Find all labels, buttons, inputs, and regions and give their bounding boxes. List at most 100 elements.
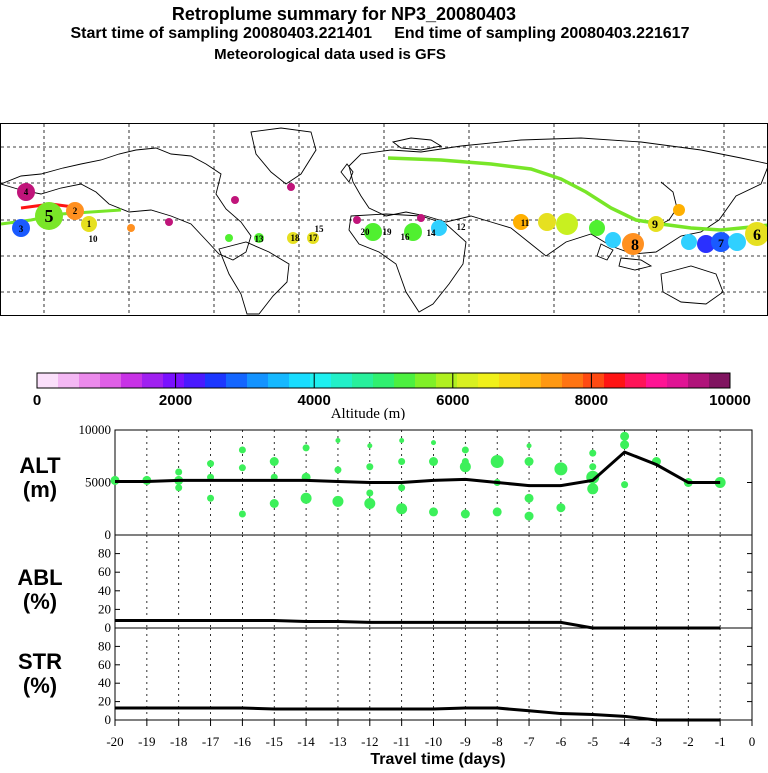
- alt-ytick-label: 5000: [85, 475, 111, 490]
- plume-point: [17, 183, 35, 201]
- day-label-10: 10: [89, 234, 99, 244]
- alt-scatter-point: [396, 503, 408, 515]
- abl-label-top: ABL: [17, 565, 63, 590]
- plume-point: [745, 222, 767, 246]
- alt-scatter-point: [269, 457, 279, 466]
- x-tick-label: 0: [749, 734, 756, 749]
- alt-scatter-point: [207, 460, 215, 468]
- x-tick-label: -19: [138, 734, 155, 749]
- alt-ytick-label: 10000: [79, 422, 112, 437]
- alt-scatter-point: [620, 431, 630, 441]
- plume-point: [231, 196, 239, 204]
- colorbar-swatch: [436, 373, 458, 388]
- day-label-18: 18: [291, 233, 301, 243]
- plume-point: [364, 223, 382, 241]
- alt-scatter-point: [364, 498, 376, 509]
- x-tick-label: -9: [460, 734, 471, 749]
- plume-point: [225, 234, 233, 242]
- alt-scatter-point: [334, 466, 342, 474]
- plume-point: [622, 233, 644, 255]
- alt-scatter-point: [587, 483, 599, 495]
- plume-point: [307, 232, 319, 244]
- sampling-times: Start time of sampling 20080403.221401 E…: [70, 25, 690, 42]
- abl-series-line: [115, 619, 721, 630]
- x-tick-label: -11: [393, 734, 410, 749]
- alt-scatter-point: [429, 457, 438, 466]
- colorbar-swatches: [37, 373, 731, 388]
- map-canvas: 4 5 3 2 1 20 19 18 17 16 15 14 13 12 11 …: [1, 124, 767, 315]
- alt-label-top: ALT: [19, 453, 61, 478]
- alt-scatter-point: [461, 446, 469, 454]
- day-label-12: 12: [457, 222, 467, 232]
- str-label-bottom: (%): [22, 673, 58, 698]
- alt-scatter-point: [335, 438, 341, 443]
- day-label-17: 17: [309, 233, 319, 243]
- colorbar-swatch: [310, 373, 332, 388]
- colorbar-swatch: [457, 373, 479, 388]
- plume-point: [254, 233, 264, 243]
- day-label-5: 5: [45, 206, 54, 226]
- x-tick-label: -4: [619, 734, 630, 749]
- x-tick-label: -7: [524, 734, 535, 749]
- x-tick-label: -15: [266, 734, 283, 749]
- colorbar-swatch: [541, 373, 563, 388]
- plume-point: [287, 232, 299, 244]
- colorbar-swatch: [58, 373, 80, 388]
- day-label-14: 14: [427, 228, 437, 238]
- plume-point: [287, 183, 295, 191]
- alt-scatter-point: [431, 440, 436, 446]
- x-tick-label: -16: [234, 734, 252, 749]
- day-label-15: 15: [315, 224, 325, 234]
- alt-scatter-point: [589, 449, 597, 457]
- day-label-8: 8: [631, 237, 639, 254]
- plume-points: [12, 183, 767, 255]
- str-ytick-label: 0: [105, 712, 112, 727]
- alt-scatter-point: [366, 489, 374, 497]
- day-label-9: 9: [652, 217, 658, 231]
- alt-scatter-point: [429, 507, 438, 517]
- plume-point: [431, 220, 447, 236]
- abl-ytick-label: 80: [98, 546, 111, 561]
- alt-scatter-point: [332, 495, 344, 507]
- alt-scatter-point: [459, 461, 471, 473]
- trajectory-map: 4 5 3 2 1 20 19 18 17 16 15 14 13 12 11 …: [0, 123, 768, 316]
- str-label-top: STR: [18, 649, 62, 674]
- alt-scatter-point: [621, 481, 629, 489]
- plume-point: [404, 223, 422, 241]
- str-ytick-label: 40: [98, 675, 111, 690]
- abl-ytick-label: 20: [98, 601, 111, 616]
- colorbar-swatch: [184, 373, 206, 388]
- colorbar-swatch: [604, 373, 626, 388]
- alt-scatter-point: [175, 468, 183, 476]
- x-tick-label: -10: [425, 734, 442, 749]
- alt-scatter-point: [589, 463, 597, 471]
- day-label-19: 19: [383, 227, 393, 237]
- day-label-3: 3: [19, 224, 24, 234]
- colorbar-swatch: [520, 373, 542, 388]
- plume-point: [66, 202, 84, 220]
- x-tick-label: -14: [297, 734, 315, 749]
- abl-ytick-label: 60: [98, 564, 111, 579]
- x-tick-label: -8: [492, 734, 503, 749]
- plume-track-east: [387, 156, 767, 232]
- colorbar-swatch: [226, 373, 248, 388]
- x-tick-label: -17: [202, 734, 220, 749]
- alt-scatter-point: [207, 494, 215, 502]
- plume-point: [35, 202, 63, 230]
- plume-point: [711, 232, 731, 252]
- colorbar-ticks: [36, 373, 731, 388]
- alt-scatter-point: [399, 438, 405, 443]
- plume-point: [81, 216, 97, 232]
- plume-point: [681, 234, 697, 250]
- abl-label-bottom: (%): [22, 589, 58, 614]
- colorbar-canvas: 0 2000 4000 6000 8000 10000 Altitude (m): [33, 372, 751, 422]
- abl-panel: 80 60 40 20 0: [98, 534, 753, 635]
- plume-point: [697, 235, 715, 253]
- colorbar-swatch: [79, 373, 101, 388]
- plume-point: [673, 204, 685, 216]
- alt-scatter-point: [554, 462, 568, 476]
- alt-series-line: [115, 450, 721, 488]
- x-tick-label: -12: [361, 734, 378, 749]
- alt-scatter-point: [524, 511, 534, 521]
- alt-scatter-point: [238, 510, 246, 518]
